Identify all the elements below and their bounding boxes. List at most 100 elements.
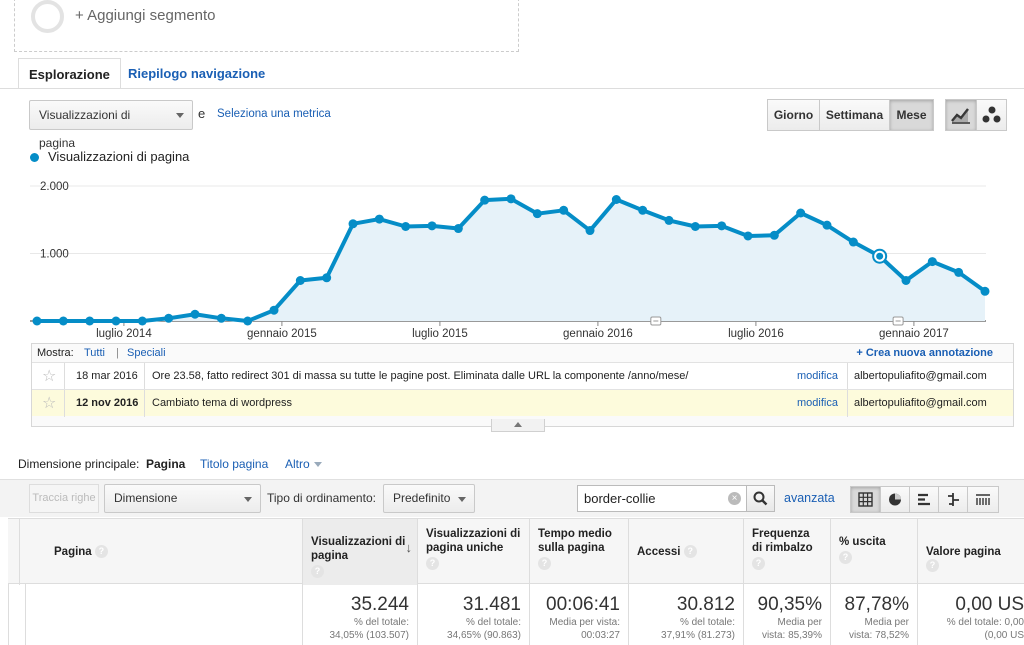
- data-point[interactable]: [532, 209, 542, 219]
- column-header-avg-time[interactable]: Tempo medio sulla pagina ?: [529, 519, 628, 585]
- data-point[interactable]: [427, 221, 437, 231]
- data-point[interactable]: [137, 316, 147, 326]
- data-point[interactable]: [664, 215, 674, 225]
- data-point[interactable]: [190, 309, 200, 319]
- data-point[interactable]: [111, 316, 121, 326]
- line-chart-button[interactable]: [945, 99, 977, 131]
- add-segment-button[interactable]: + Aggiungi segmento: [75, 7, 216, 24]
- column-header-pageviews[interactable]: Visualizzazioni di pagina ? ↓: [302, 519, 417, 585]
- data-point[interactable]: [506, 194, 516, 204]
- column-header-bounce-rate[interactable]: Frequenza di rimbalzo ?: [743, 519, 830, 585]
- help-icon[interactable]: ?: [752, 557, 765, 570]
- data-point[interactable]: [559, 205, 569, 215]
- help-icon[interactable]: ?: [311, 565, 324, 578]
- search-icon: [753, 491, 768, 506]
- sort-type-select[interactable]: Predefinito: [383, 484, 475, 513]
- percentage-view-button[interactable]: [880, 486, 910, 513]
- tab-divider: [0, 88, 1024, 89]
- column-header-exit-rate[interactable]: % uscita ?: [830, 519, 917, 585]
- total-caption: vista: 78,52%: [848, 630, 909, 641]
- annotations-filter-starred[interactable]: Speciali: [127, 347, 166, 359]
- search-input[interactable]: border-collie: [584, 491, 656, 506]
- star-icon[interactable]: ☆: [42, 368, 57, 385]
- data-point[interactable]: [796, 208, 806, 218]
- data-point[interactable]: [401, 222, 411, 231]
- help-icon[interactable]: ?: [94, 545, 108, 559]
- data-point[interactable]: [876, 252, 884, 260]
- annotation-marker-icon[interactable]: [650, 316, 662, 326]
- data-point[interactable]: [32, 316, 42, 326]
- metric-select[interactable]: Visualizzazioni di pagina: [29, 100, 193, 150]
- data-point[interactable]: [480, 195, 490, 205]
- data-point[interactable]: [848, 237, 858, 247]
- pivot-view-button[interactable]: [967, 486, 999, 513]
- primary-dimension-selected[interactable]: Pagina: [146, 457, 186, 471]
- data-point[interactable]: [295, 276, 305, 285]
- data-point[interactable]: [85, 316, 95, 326]
- granularity-month-button[interactable]: Mese: [889, 99, 934, 131]
- chevron-down-icon: [244, 497, 252, 502]
- search-button[interactable]: [746, 485, 775, 512]
- star-icon[interactable]: ☆: [42, 395, 57, 412]
- data-point[interactable]: [822, 220, 832, 230]
- help-icon[interactable]: ?: [926, 559, 939, 573]
- motion-chart-button[interactable]: [976, 99, 1007, 131]
- chart-points[interactable]: [32, 194, 990, 326]
- column-header-page[interactable]: Pagina ?: [19, 519, 302, 585]
- chevron-down-icon: [458, 497, 466, 502]
- column-header-unique-pageviews[interactable]: Visualizzazioni di pagina uniche ?: [417, 519, 529, 585]
- table-view-button[interactable]: [850, 486, 881, 513]
- data-point[interactable]: [269, 305, 279, 315]
- data-point[interactable]: [58, 316, 68, 326]
- collapse-annotations-button[interactable]: [491, 419, 545, 432]
- data-point[interactable]: [927, 257, 937, 267]
- data-point[interactable]: [743, 231, 753, 241]
- data-point[interactable]: [954, 267, 964, 277]
- data-point[interactable]: [717, 221, 727, 231]
- advanced-search-link[interactable]: avanzata: [784, 491, 835, 505]
- plot-rows-button[interactable]: Traccia righe: [29, 484, 99, 513]
- granularity-day-button[interactable]: Giorno: [767, 99, 820, 131]
- data-point[interactable]: [638, 205, 648, 215]
- data-point[interactable]: [243, 316, 253, 326]
- dimension-page-title-link[interactable]: Titolo pagina: [200, 457, 269, 471]
- data-point[interactable]: [769, 230, 779, 240]
- data-point[interactable]: [164, 313, 174, 323]
- help-icon[interactable]: ?: [839, 551, 852, 564]
- primary-dimension-label: Dimensione principale:: [18, 457, 140, 471]
- bar-chart-icon: [918, 493, 930, 506]
- clear-search-icon[interactable]: ×: [728, 492, 741, 505]
- annotation-edit-link[interactable]: modifica: [797, 397, 838, 409]
- data-point[interactable]: [348, 219, 358, 229]
- performance-view-button[interactable]: [909, 486, 939, 513]
- annotation-marker-icon[interactable]: [892, 316, 904, 326]
- annotations-filter-all[interactable]: Tutti: [84, 347, 105, 359]
- granularity-week-button[interactable]: Settimana: [819, 99, 890, 131]
- secondary-dimension-select[interactable]: Dimensione secondaria: [104, 484, 261, 532]
- create-annotation-link[interactable]: + Crea nuova annotazione: [856, 347, 993, 359]
- tab-explorer[interactable]: Esplorazione: [18, 58, 121, 89]
- comparison-view-button[interactable]: [938, 486, 968, 513]
- data-point[interactable]: [585, 226, 595, 236]
- data-point[interactable]: [980, 286, 990, 296]
- help-icon[interactable]: ?: [683, 545, 697, 559]
- chevron-down-icon: [176, 113, 184, 118]
- data-point[interactable]: [374, 214, 384, 224]
- data-point[interactable]: [901, 276, 911, 285]
- data-point[interactable]: [322, 273, 332, 283]
- data-point[interactable]: [611, 195, 621, 204]
- annotation-edit-link[interactable]: modifica: [797, 370, 838, 382]
- data-point[interactable]: [216, 313, 226, 323]
- data-point[interactable]: [453, 224, 463, 234]
- column-header-page-value[interactable]: Valore pagina ?: [917, 519, 1024, 585]
- select-metric-link[interactable]: Seleziona una metrica: [217, 108, 331, 120]
- sort-type-value: Predefinito: [393, 491, 451, 505]
- search-field[interactable]: border-collie ×: [577, 485, 747, 512]
- column-header-entrances[interactable]: Accessi ?: [628, 519, 743, 585]
- dimension-more-link[interactable]: Altro: [285, 457, 310, 471]
- tab-navigation-summary[interactable]: Riepilogo navigazione: [128, 66, 266, 81]
- column-label: Accessi: [637, 546, 681, 558]
- help-icon[interactable]: ?: [426, 557, 439, 570]
- help-icon[interactable]: ?: [538, 557, 551, 570]
- data-point[interactable]: [690, 222, 700, 231]
